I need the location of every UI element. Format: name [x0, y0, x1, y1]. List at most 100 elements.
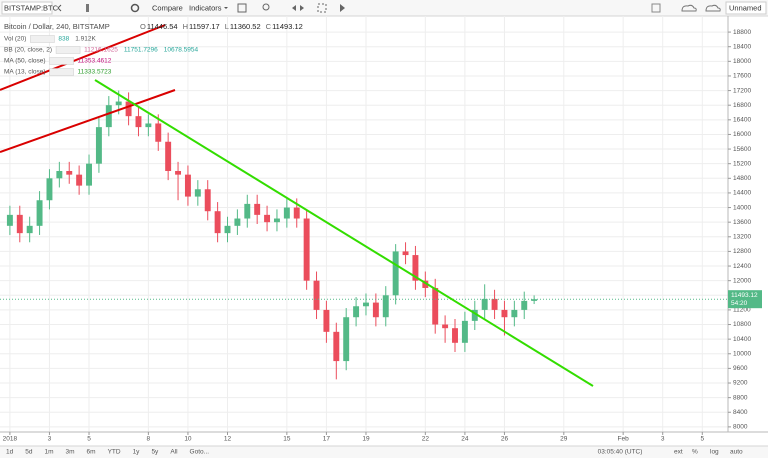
scale-option[interactable]: auto: [730, 449, 743, 456]
candle-body: [26, 225, 33, 234]
layout-name[interactable]: Unnamed: [729, 3, 762, 12]
ohlc-value: 11446.54: [147, 22, 178, 31]
range-button[interactable]: Goto...: [190, 449, 210, 456]
x-tick-label: 5: [700, 436, 704, 443]
compare-button[interactable]: Compare: [152, 3, 183, 12]
x-tick-label: 17: [323, 436, 331, 443]
candle-body: [16, 214, 23, 234]
candle-body: [313, 280, 320, 310]
candle-body: [323, 309, 330, 332]
candle-body: [412, 255, 419, 281]
range-button[interactable]: 6m: [87, 449, 96, 456]
series-title: Bitcoin / Dollar, 240, BITSTAMP: [4, 22, 110, 31]
indicator-controls[interactable]: [30, 35, 55, 43]
y-tick-label: 8400: [733, 409, 748, 416]
y-tick-label: 11200: [733, 307, 751, 314]
range-button[interactable]: All: [170, 449, 178, 456]
range-button[interactable]: 5d: [25, 449, 33, 456]
range-button[interactable]: 5y: [151, 449, 159, 456]
y-tick-label: 9600: [733, 365, 748, 372]
candle-body: [343, 317, 350, 362]
last-price: 11493.12: [731, 292, 758, 299]
indicators-button[interactable]: Indicators: [189, 3, 222, 12]
y-tick-label: 12800: [733, 248, 751, 255]
range-button[interactable]: 3m: [66, 449, 75, 456]
settings-icon[interactable]: [130, 3, 140, 13]
trend-line[interactable]: [94, 79, 594, 387]
x-tick-label: 26: [501, 436, 509, 443]
indicator-controls[interactable]: [49, 57, 74, 65]
x-tick-label: 29: [560, 436, 568, 443]
candle-body: [184, 174, 191, 197]
layout-icon[interactable]: [651, 3, 661, 13]
candle-body: [422, 280, 429, 288]
indicator-value: 11353.4612: [78, 58, 112, 65]
template-icon[interactable]: [237, 3, 247, 13]
cloud-load-icon[interactable]: [705, 4, 721, 12]
candle-body: [432, 287, 439, 325]
candle-body: [224, 225, 231, 234]
indicator-value: 10678.5954: [164, 47, 199, 54]
candle-body: [204, 189, 211, 212]
scale-option[interactable]: ext: [674, 449, 683, 456]
alert-icon[interactable]: [262, 3, 270, 11]
scale-option[interactable]: %: [692, 449, 698, 456]
range-button[interactable]: 1m: [44, 449, 53, 456]
layout-name-box[interactable]: [725, 1, 767, 15]
trend-line[interactable]: [0, 24, 166, 91]
candle-body: [145, 123, 152, 128]
compare-symbol-icon[interactable]: [57, 4, 62, 12]
fullscreen-icon[interactable]: [317, 3, 327, 13]
indicator-controls[interactable]: [49, 68, 74, 76]
symbol-box[interactable]: [1, 1, 53, 15]
y-tick-label: 15600: [733, 146, 751, 153]
redo-icon[interactable]: [300, 5, 304, 11]
cloud-save-icon[interactable]: [681, 4, 697, 12]
symbol-search[interactable]: BITSTAMP:BTC: [4, 3, 59, 12]
chart-style-icon[interactable]: [86, 4, 89, 12]
y-tick-label: 16000: [733, 131, 751, 138]
indicator-name: Vol (20): [4, 36, 26, 43]
candle-body: [175, 170, 182, 175]
range-button[interactable]: 1d: [6, 449, 14, 456]
candle-body: [244, 203, 251, 219]
candle-body: [115, 101, 122, 106]
undo-icon[interactable]: [292, 5, 296, 11]
candle-body: [264, 214, 271, 223]
candle-body: [442, 324, 449, 329]
candle-body: [283, 207, 290, 219]
indicator-name: MA (50, close): [4, 58, 46, 65]
candle-body: [293, 207, 300, 219]
candle-body: [76, 174, 83, 186]
y-tick-label: 10400: [733, 336, 751, 343]
bottom-toolbar: [0, 446, 768, 458]
indicators-dropdown[interactable]: [224, 7, 228, 9]
y-tick-label: 14800: [733, 175, 751, 182]
ohlc-value: 11360.52: [230, 22, 261, 31]
range-button[interactable]: YTD: [108, 449, 121, 456]
indicator-name: BB (20, close, 2): [4, 47, 52, 54]
x-tick-label: 10: [184, 436, 192, 443]
clock: 03:05:40 (UTC): [598, 449, 643, 456]
y-tick-label: 15200: [733, 160, 751, 167]
y-tick-label: 9200: [733, 380, 748, 387]
candle-body: [392, 251, 399, 296]
indicator-controls[interactable]: [55, 46, 81, 54]
candle-body: [46, 178, 53, 201]
trend-line[interactable]: [0, 89, 176, 153]
indicator-name: MA (13, close): [4, 69, 46, 76]
y-tick-label: 13200: [733, 234, 751, 241]
bottom-controls: 1d 5d 1m 3m 6m YTD 1y 5y All Goto... 03:05:40 (UTC…: [6, 449, 743, 456]
y-tick-label: 10800: [733, 321, 751, 328]
scale-option[interactable]: log: [710, 449, 719, 456]
candle-body: [105, 105, 112, 128]
candle-body: [501, 309, 508, 318]
ohlc-value: 11493.12: [272, 22, 303, 31]
y-tick-label: 17200: [733, 87, 751, 94]
range-button[interactable]: 1y: [133, 449, 141, 456]
candle-body: [521, 300, 528, 310]
candle-body: [6, 214, 13, 226]
replay-icon[interactable]: [340, 4, 345, 12]
y-tick-label: 17600: [733, 73, 751, 80]
